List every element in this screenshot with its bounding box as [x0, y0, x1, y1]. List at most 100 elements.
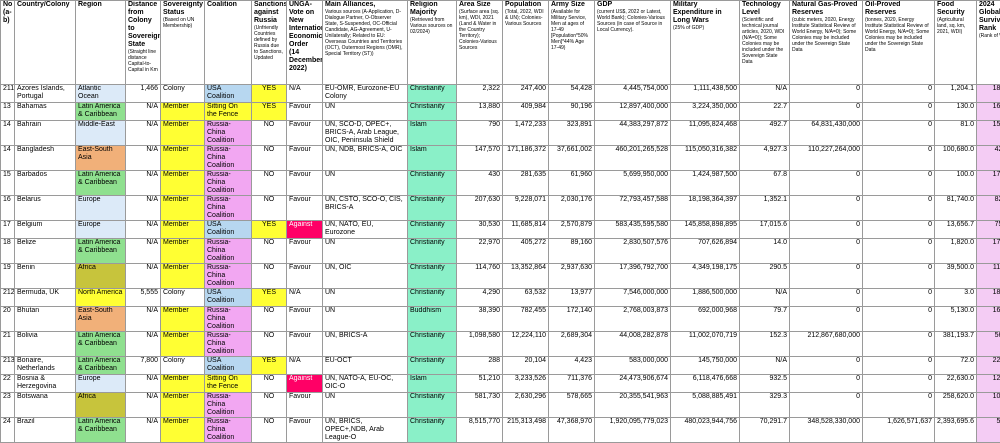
tech-cell: 329.3	[740, 393, 790, 418]
coalition-cell: Russia-China Coalition	[205, 264, 252, 289]
alliances-cell: UN, OIC	[323, 264, 408, 289]
row-number: 19	[1, 264, 15, 289]
army-cell: 323,891	[549, 121, 595, 146]
header-title: Army Size	[551, 1, 585, 8]
header-military: Military Expenditure in Long Wars(25% of…	[671, 1, 740, 85]
alliances-cell: UN, NDB, BRICS-A, OIC	[323, 146, 408, 171]
status-cell: Colony	[161, 85, 205, 103]
army-cell: 711,376	[549, 375, 595, 393]
gdp-cell: 4,445,754,000	[595, 85, 671, 103]
sanctions-cell: NO	[252, 146, 287, 171]
header-subtitle: (Based on UN Membership)	[163, 17, 202, 29]
unga-vote-cell: Against	[287, 375, 323, 393]
header-area: Area Size(Surface area (sq. km), WDI, 20…	[457, 1, 503, 85]
distance-cell: N/A	[126, 332, 161, 357]
population-cell: 782,455	[503, 307, 549, 332]
gas-cell: 212,867,680,000	[790, 332, 863, 357]
area-cell: 430	[457, 171, 503, 196]
alliances-cell: UN	[323, 171, 408, 196]
header-title: UNGA-Vote on New International Economic …	[289, 1, 323, 72]
status-cell: Member	[161, 393, 205, 418]
status-cell: Member	[161, 196, 205, 221]
coalition-cell: Russia-China Coalition	[205, 307, 252, 332]
country-cell: Bermuda, UK	[15, 289, 76, 307]
rank-cell: 42	[977, 146, 1000, 171]
army-cell: 4,423	[549, 357, 595, 375]
header-no: No (a-b)	[1, 1, 15, 85]
status-cell: Member	[161, 221, 205, 239]
coalition-cell: Russia-China Coalition	[205, 239, 252, 264]
rank-cell: 178	[977, 171, 1000, 196]
header-subtitle: (Straight line distance Capital-to-Capit…	[128, 49, 158, 73]
distance-cell: N/A	[126, 375, 161, 393]
row-number: 15	[1, 171, 15, 196]
tech-cell: 1,352.1	[740, 196, 790, 221]
rank-cell: 104	[977, 393, 1000, 418]
distance-cell: 1,466	[126, 85, 161, 103]
sanctions-cell: YES	[252, 85, 287, 103]
tech-cell: 492.7	[740, 121, 790, 146]
distance-cell: 7,800	[126, 357, 161, 375]
religion-cell: Christianity	[408, 103, 457, 121]
distance-cell: N/A	[126, 307, 161, 332]
coalition-cell: Russia-China Coalition	[205, 171, 252, 196]
tech-cell: N/A	[740, 357, 790, 375]
gdp-cell: 1,920,095,779,023	[595, 418, 671, 443]
header-subtitle: Various sources (A-Application, D-Dialog…	[325, 9, 405, 57]
header-title: 2024 Global Survival Rank	[979, 1, 1000, 32]
army-cell: 2,689,304	[549, 332, 595, 357]
oil-cell: 0	[863, 85, 935, 103]
sanctions-cell: NO	[252, 418, 287, 443]
country-cell: Belarus	[15, 196, 76, 221]
header-subtitle: (Retrieved from Various sources on 02/20…	[410, 17, 454, 35]
region-cell: Latin America & Caribbean	[76, 103, 126, 121]
sanctions-cell: NO	[252, 121, 287, 146]
oil-cell: 0	[863, 171, 935, 196]
distance-cell: N/A	[126, 121, 161, 146]
population-cell: 2,630,296	[503, 393, 549, 418]
distance-cell: N/A	[126, 196, 161, 221]
gdp-cell: 583,435,595,580	[595, 221, 671, 239]
alliances-cell: UN, BRICS-A	[323, 332, 408, 357]
unga-vote-cell: Against	[287, 221, 323, 239]
food-cell: 81,740.0	[935, 196, 977, 221]
country-cell: Botswana	[15, 393, 76, 418]
distance-cell: 5,555	[126, 289, 161, 307]
header-subtitle: (current US$, 2022 or Latest, World Bank…	[597, 9, 668, 33]
religion-cell: Christianity	[408, 332, 457, 357]
sanctions-cell: NO	[252, 264, 287, 289]
gdp-cell: 44,008,282,878	[595, 332, 671, 357]
alliances-cell: UN	[323, 393, 408, 418]
gdp-cell: 17,396,792,700	[595, 264, 671, 289]
header-title: Country/Colony	[17, 1, 70, 8]
header-title: No (a-b)	[3, 1, 12, 24]
status-cell: Member	[161, 307, 205, 332]
distance-cell: N/A	[126, 393, 161, 418]
oil-cell: 0	[863, 221, 935, 239]
header-subtitle: (Total, 2022, WDI & UN); Colonies-Variou…	[505, 9, 546, 27]
military-cell: 1,886,500,000	[671, 289, 740, 307]
region-cell: East-South Asia	[76, 307, 126, 332]
row-number: 14	[1, 121, 15, 146]
population-cell: 281,635	[503, 171, 549, 196]
region-cell: Africa	[76, 264, 126, 289]
status-cell: Member	[161, 121, 205, 146]
gas-cell: 348,528,330,000	[790, 418, 863, 443]
rank-cell: 162	[977, 307, 1000, 332]
distance-cell: N/A	[126, 221, 161, 239]
army-cell: 578,665	[549, 393, 595, 418]
gas-cell: 0	[790, 264, 863, 289]
header-subtitle: (Available for Military Service, Men at …	[551, 9, 592, 51]
coalition-cell: USA Coalition	[205, 221, 252, 239]
military-cell: 145,750,000	[671, 357, 740, 375]
header-unga-vote: UNGA-Vote on New International Economic …	[287, 1, 323, 85]
oil-cell: 0	[863, 289, 935, 307]
religion-cell: Christianity	[408, 418, 457, 443]
country-cell: Bangladesh	[15, 146, 76, 171]
